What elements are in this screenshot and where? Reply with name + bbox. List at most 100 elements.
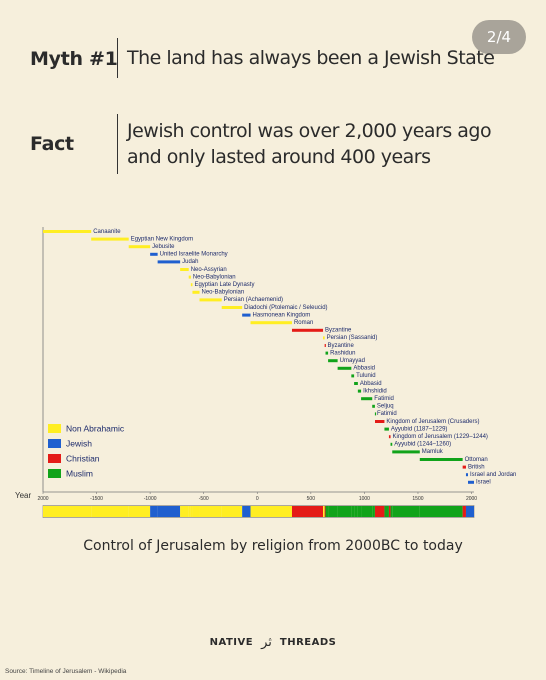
x-tick-label: 1000 bbox=[359, 496, 370, 502]
legend-swatch bbox=[48, 454, 61, 463]
x-tick-label: -1000 bbox=[144, 496, 157, 502]
period-bar bbox=[188, 275, 191, 279]
summary-strip-segment bbox=[43, 506, 92, 517]
period-bar bbox=[91, 237, 129, 241]
summary-strip-segment bbox=[128, 506, 151, 517]
period-bar bbox=[328, 359, 338, 363]
period-label: Hasmonean Kingdom bbox=[253, 312, 311, 318]
period-label: Ikhshidid bbox=[363, 388, 387, 394]
myth-divider bbox=[117, 38, 118, 78]
period-label: Rashidun bbox=[330, 350, 355, 356]
period-bar bbox=[374, 412, 377, 416]
summary-strip-segment bbox=[384, 506, 389, 517]
period-bar bbox=[361, 397, 373, 401]
period-label: Egyptian New Kingdom bbox=[131, 236, 193, 242]
period-bar bbox=[392, 450, 420, 454]
period-bar bbox=[462, 465, 466, 469]
x-tick-label: -1500 bbox=[90, 496, 103, 502]
period-bar bbox=[192, 290, 200, 294]
summary-strip-segment bbox=[462, 506, 466, 517]
period-bar bbox=[468, 480, 474, 484]
summary-strip-segment bbox=[328, 506, 338, 517]
summary-strip-segment bbox=[372, 506, 375, 517]
chart-caption: Control of Jerusalem by religion from 20… bbox=[83, 538, 463, 554]
x-axis-title: Year bbox=[15, 491, 32, 500]
summary-strip-segment bbox=[188, 506, 191, 517]
period-bar bbox=[390, 442, 393, 446]
summary-strip-segment bbox=[375, 506, 385, 517]
summary-strip-segment bbox=[242, 506, 251, 517]
summary-strip-segment bbox=[180, 506, 189, 517]
period-label: Neo-Babylonian bbox=[193, 274, 236, 280]
summary-strip-segment bbox=[150, 506, 158, 517]
period-label: Abbasid bbox=[353, 366, 375, 372]
period-bar bbox=[465, 473, 469, 477]
summary-strip-segment bbox=[419, 506, 463, 517]
timeline-chart-svg: Year 2000 -1500 -1000 -500 0 500 1000 1500 2000 Ca… bbox=[15, 227, 516, 518]
period-label: Israel and Jordan bbox=[470, 472, 516, 478]
period-label: Israel bbox=[476, 480, 491, 486]
period-bar bbox=[291, 328, 324, 332]
period-label: British bbox=[468, 464, 485, 470]
legend-swatch bbox=[48, 424, 61, 433]
summary-strip-segment bbox=[392, 506, 420, 517]
period-bar bbox=[384, 427, 389, 431]
fact-label: Fact bbox=[30, 133, 74, 155]
period-bar bbox=[221, 306, 243, 309]
summary-strip-segment bbox=[199, 506, 222, 517]
period-bar bbox=[157, 260, 181, 264]
x-tick-label: 500 bbox=[307, 496, 316, 502]
period-label: Jebusite bbox=[152, 244, 175, 250]
fact-text-line1: Jewish control was over 2,000 years ago bbox=[127, 120, 492, 142]
period-label: Canaanite bbox=[93, 229, 121, 235]
summary-strip-segment bbox=[192, 506, 200, 517]
summary-strip-segment bbox=[190, 506, 193, 517]
summary-strip-segment bbox=[354, 506, 358, 517]
period-label: United Israelite Monarchy bbox=[160, 252, 228, 258]
jerusalem-control-chart: Year 2000 -1500 -1000 -500 0 500 1000 1500 2000 Ca… bbox=[0, 215, 546, 525]
period-label: Persian (Achaemenid) bbox=[224, 297, 283, 303]
x-tick-label: 0 bbox=[256, 496, 259, 502]
period-label: Seljuq bbox=[377, 404, 394, 410]
period-bar bbox=[190, 283, 193, 287]
summary-strip-segment bbox=[291, 506, 324, 517]
period-label: Kingdom of Jerusalem (Crusaders) bbox=[386, 419, 479, 425]
summary-strip-segment bbox=[390, 506, 393, 517]
period-bar bbox=[323, 336, 325, 340]
summary-strip-segment bbox=[325, 506, 329, 517]
legend-label: Christian bbox=[66, 454, 100, 464]
period-label: Egyptian Late Dynasty bbox=[194, 282, 254, 288]
period-bar bbox=[180, 268, 189, 271]
period-bar bbox=[150, 252, 158, 256]
x-tick-label: 1500 bbox=[412, 496, 423, 502]
period-label: Fatimid bbox=[377, 411, 397, 417]
period-bar bbox=[128, 245, 151, 249]
period-bar bbox=[324, 344, 326, 347]
period-label: Umayyad bbox=[340, 358, 365, 364]
summary-strip-segment bbox=[221, 506, 243, 517]
summary-strip-segment bbox=[465, 506, 469, 517]
period-label: Judah bbox=[182, 259, 198, 265]
source-note: Source: Timeline of Jerusalem - Wikipedi… bbox=[5, 668, 127, 675]
period-label: Ayyubid (1244–1260) bbox=[394, 442, 451, 448]
brand-mark-icon: ثر bbox=[261, 635, 272, 650]
x-tick-label: 2000 bbox=[37, 496, 48, 502]
legend-label: Jewish bbox=[66, 439, 92, 449]
fact-row: Fact Jewish control was over 2,000 years… bbox=[0, 114, 546, 174]
period-bar bbox=[354, 382, 358, 385]
period-bar bbox=[388, 435, 391, 439]
summary-strip-segment bbox=[351, 506, 355, 517]
period-bar bbox=[337, 366, 352, 370]
period-bar bbox=[351, 374, 355, 378]
x-tick-label: 2000 bbox=[466, 496, 477, 502]
period-bar bbox=[372, 404, 375, 408]
period-bar bbox=[419, 458, 463, 461]
page-counter-badge: 2/4 bbox=[472, 20, 526, 54]
period-bar bbox=[199, 298, 222, 302]
summary-strip-segment bbox=[468, 506, 474, 517]
myth-text: The land has always been a Jewish State bbox=[127, 47, 495, 69]
summary-strip-segment bbox=[91, 506, 129, 517]
period-label: Persian (Sassanid) bbox=[327, 335, 378, 341]
period-label: Diadochi (Ptolemaic / Seleucid) bbox=[244, 305, 327, 311]
x-tick-label: -500 bbox=[199, 496, 209, 502]
